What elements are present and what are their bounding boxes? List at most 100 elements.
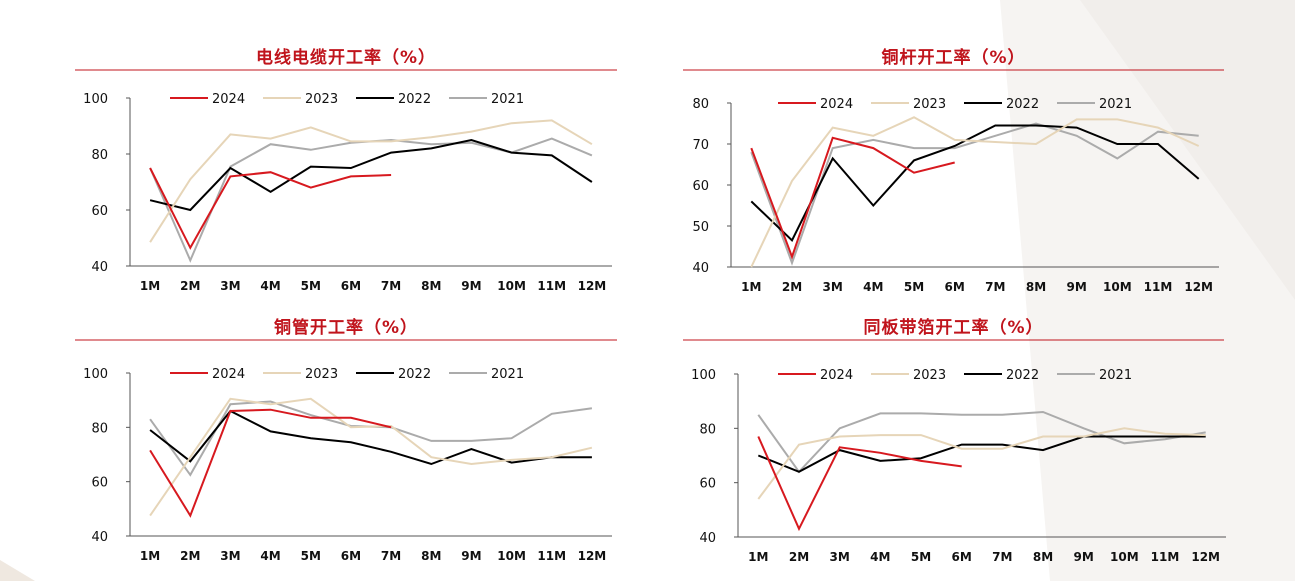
x-tick-label: 3M	[220, 549, 240, 563]
x-tick-label: 12M	[578, 549, 607, 563]
x-tick-label: 4M	[260, 549, 280, 563]
legend-label-2023: 2023	[913, 368, 946, 383]
legend-label-2024: 2024	[212, 92, 245, 107]
x-tick-label: 7M	[992, 550, 1012, 564]
chart-panel-copper-tube: 铜管开工率（%） 40 60 80 100 1M 2M 3M 4M 5M 6M 7M 8M 9M 10M 1…	[75, 310, 617, 576]
chart-svg: 40 60 80 100 1M 2M 3M 4M 5M 6M 7M 8M 9M 10M 11M 12M 2024…	[75, 339, 617, 563]
legend-label-2021: 2021	[491, 367, 524, 382]
x-tick-label: 12M	[1184, 280, 1213, 294]
x-tick-label: 11M	[537, 279, 566, 293]
legend-label-2022: 2022	[398, 367, 431, 382]
y-tick-label: 60	[91, 476, 108, 491]
x-tick-label: 11M	[1144, 280, 1173, 294]
x-tick-label: 8M	[421, 279, 441, 293]
legend-label-2023: 2023	[305, 367, 338, 382]
chart-svg: 40 50 60 70 80 1M 2M 3M 4M 5M 6M 7M 8M 9M 10M 11M 12M 202…	[683, 69, 1224, 294]
y-tick-label: 40	[91, 260, 108, 275]
x-tick-label: 1M	[140, 279, 160, 293]
legend-label-2022: 2022	[1006, 97, 1039, 112]
y-tick-label: 100	[691, 368, 716, 383]
legend-label-2021: 2021	[491, 92, 524, 107]
series-line-2023	[750, 116, 1200, 268]
chart-title: 铜管开工率（%）	[273, 318, 419, 338]
y-tick-label: 80	[91, 421, 108, 436]
series-line-2024	[750, 136, 955, 260]
y-tick-label: 40	[699, 531, 716, 546]
x-tick-label: 8M	[1026, 280, 1046, 294]
y-tick-label: 100	[83, 367, 108, 382]
x-tick-label: 6M	[945, 280, 965, 294]
x-tick-label: 8M	[1033, 550, 1053, 564]
x-tick-label: 10M	[497, 549, 526, 563]
y-tick-label: 60	[699, 477, 716, 492]
x-tick-label: 1M	[140, 549, 160, 563]
legend-label-2024: 2024	[820, 97, 853, 112]
y-tick-label: 100	[83, 92, 108, 107]
x-tick-label: 7M	[381, 279, 401, 293]
series-line-2021	[757, 410, 1206, 474]
legend-label-2024: 2024	[820, 368, 853, 383]
legend-label-2024: 2024	[212, 367, 245, 382]
x-tick-label: 7M	[381, 549, 401, 563]
y-tick-label: 70	[692, 138, 709, 153]
y-tick-label: 80	[91, 148, 108, 163]
y-tick-label: 40	[91, 530, 108, 545]
x-tick-label: 11M	[537, 549, 566, 563]
y-tick-label: 80	[692, 97, 709, 112]
series-line-2022	[750, 124, 1200, 242]
x-tick-label: 12M	[578, 279, 607, 293]
chart-panel-cable: 电线电缆开工率（%） 40 60 80 100 1M 2M 3M 4M 5M 6M 7M 8M 9M 10…	[75, 40, 617, 305]
series-line-2023	[149, 397, 593, 517]
series-line-2022	[149, 409, 592, 466]
chart-svg: 40 60 80 100 1M 2M 3M 4M 5M 6M 7M 8M 9M 10M 11M 12M 2024…	[683, 339, 1226, 564]
x-tick-label: 8M	[421, 549, 441, 563]
x-tick-label: 10M	[1103, 280, 1132, 294]
y-tick-label: 60	[692, 179, 709, 194]
x-tick-label: 1M	[748, 550, 768, 564]
y-tick-label: 40	[692, 261, 709, 276]
x-tick-label: 3M	[830, 550, 850, 564]
y-tick-label: 80	[699, 422, 716, 437]
series-line-2024	[149, 408, 392, 518]
x-tick-label: 5M	[301, 279, 321, 293]
series-line-2024	[757, 436, 962, 532]
x-tick-label: 1M	[741, 280, 761, 294]
x-tick-label: 5M	[911, 550, 931, 564]
x-tick-label: 7M	[985, 280, 1005, 294]
legend-label-2021: 2021	[1099, 368, 1132, 383]
x-tick-label: 10M	[1110, 550, 1139, 564]
x-tick-label: 9M	[461, 279, 481, 293]
legend-label-2023: 2023	[305, 92, 338, 107]
x-tick-label: 2M	[782, 280, 802, 294]
chart-title: 同板带箔开工率（%）	[863, 318, 1044, 338]
x-tick-label: 6M	[341, 279, 361, 293]
chart-svg: 40 60 80 100 1M 2M 3M 4M 5M 6M 7M 8M 9M 10M 11M 12M 2024…	[75, 69, 617, 293]
x-tick-label: 2M	[180, 549, 200, 563]
legend-label-2022: 2022	[398, 92, 431, 107]
x-tick-label: 3M	[220, 279, 240, 293]
x-tick-label: 2M	[789, 550, 809, 564]
x-tick-label: 10M	[497, 279, 526, 293]
x-tick-label: 2M	[180, 279, 200, 293]
y-tick-label: 50	[692, 220, 709, 235]
legend-label-2022: 2022	[1006, 368, 1039, 383]
x-tick-label: 6M	[952, 550, 972, 564]
series-line-2021	[149, 400, 593, 477]
series-line-2023	[757, 427, 1206, 500]
x-tick-label: 3M	[823, 280, 843, 294]
series-line-2022	[757, 435, 1206, 473]
x-tick-label: 12M	[1191, 550, 1220, 564]
x-tick-label: 9M	[461, 549, 481, 563]
chart-panel-copper-rod: 铜杆开工率（%） 40 50 60 70 80 1M 2M 3M 4M 5M 6M 7M 8M 9M 10M…	[683, 40, 1224, 305]
chart-panel-copper-strip-foil: 同板带箔开工率（%） 40 60 80 100 1M 2M 3M 4M 5M 6M 7M 8M 9M 10…	[683, 310, 1226, 576]
x-tick-label: 4M	[260, 279, 280, 293]
chart-title: 铜杆开工率（%）	[881, 48, 1026, 68]
x-tick-label: 9M	[1067, 280, 1087, 294]
x-tick-label: 4M	[863, 280, 883, 294]
x-tick-label: 6M	[341, 549, 361, 563]
chart-title: 电线电缆开工率（%）	[255, 48, 437, 68]
legend-label-2023: 2023	[913, 97, 946, 112]
legend-label-2021: 2021	[1099, 97, 1132, 112]
y-tick-label: 60	[91, 204, 108, 219]
x-tick-label: 11M	[1151, 550, 1180, 564]
